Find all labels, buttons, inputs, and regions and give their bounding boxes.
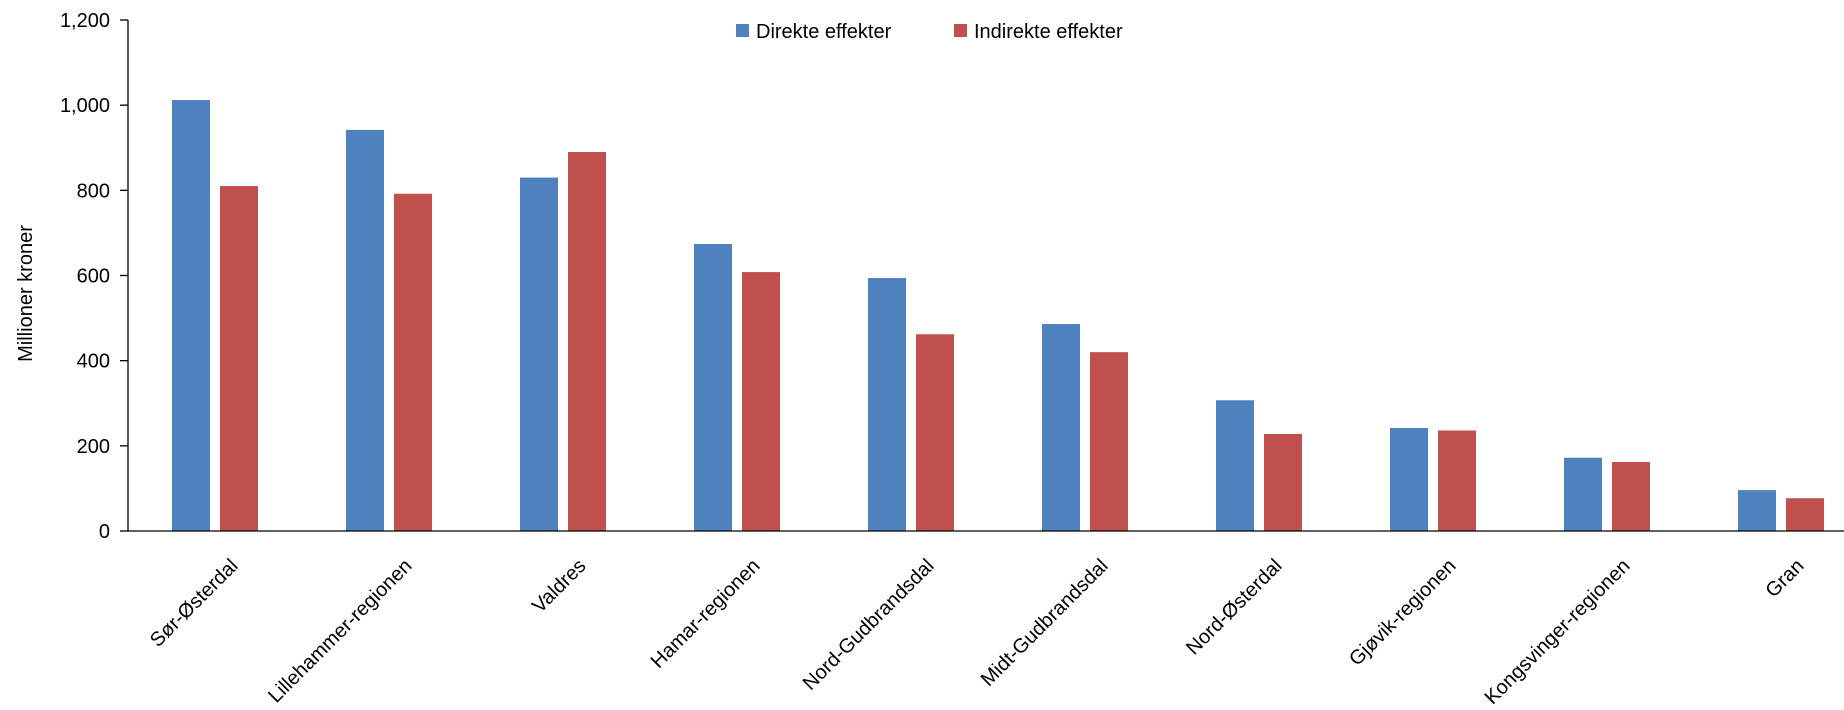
bar-direkte	[172, 100, 210, 531]
x-tick-label: Valdres	[528, 555, 590, 617]
y-tick-label: 400	[77, 351, 110, 373]
bar-group	[1390, 427, 1476, 531]
y-axis: 0 200 400 600 800 1,000 1,200	[60, 10, 129, 543]
bar-group	[520, 152, 606, 531]
legend-label: Direkte effekter	[756, 21, 892, 43]
bar-direkte	[1216, 400, 1254, 531]
legend-item: Indirekte effekter	[954, 21, 1123, 43]
y-axis-title: Millioner kroner	[15, 225, 37, 362]
bar-group	[1564, 457, 1650, 531]
legend: Direkte effekter Indirekte effekter	[736, 21, 1123, 43]
legend-item: Direkte effekter	[736, 21, 892, 43]
bar-indirekte	[1090, 352, 1128, 531]
bar-indirekte	[220, 186, 258, 531]
x-axis: Sør-Østerdal Lillehammer-regionen Valdres H…	[128, 530, 1844, 709]
x-tick-label: Midt-Gudbrandsdal	[977, 555, 1113, 691]
bar-group	[1216, 400, 1302, 531]
bar-direkte	[694, 243, 732, 531]
bar-indirekte	[742, 272, 780, 531]
legend-label: Indirekte effekter	[974, 21, 1123, 43]
bar-indirekte	[916, 334, 954, 531]
x-tick-label: Kongsvinger-regionen	[1481, 555, 1635, 709]
bar-indirekte	[1786, 498, 1824, 531]
legend-swatch	[954, 24, 967, 37]
y-tick-label: 800	[77, 180, 110, 202]
x-tick-label: Nord-Gudbrandsdal	[799, 555, 939, 695]
bar-direkte	[1390, 427, 1428, 531]
y-tick-label: 1,000	[60, 95, 110, 117]
bar-direkte	[520, 177, 558, 531]
bar-direkte	[346, 129, 384, 532]
bar-direkte	[1564, 457, 1602, 531]
bar-indirekte	[1264, 433, 1302, 531]
bars	[172, 100, 1824, 532]
y-tick-label: 1,200	[60, 10, 110, 32]
bar-indirekte	[1612, 462, 1650, 531]
x-tick-label: Sør-Østerdal	[146, 555, 242, 651]
x-tick-label: Hamar-regionen	[647, 555, 765, 673]
bar-group	[1738, 490, 1824, 531]
bar-group	[1042, 324, 1128, 531]
y-tick-label: 200	[77, 436, 110, 458]
bar-group	[172, 100, 258, 531]
bar-group	[868, 278, 954, 531]
bar-indirekte	[568, 152, 606, 531]
x-tick-label: Gran	[1762, 555, 1809, 602]
bar-direkte	[868, 278, 906, 531]
x-tick-label: Nord-Østerdal	[1182, 555, 1286, 659]
y-tick-label: 0	[99, 521, 110, 543]
bar-group	[694, 243, 780, 531]
y-tick-label: 600	[77, 266, 110, 288]
bar-indirekte	[1438, 430, 1476, 531]
x-tick-label: Gjøvik-regionen	[1345, 555, 1460, 670]
bar-direkte	[1042, 324, 1080, 531]
bar-direkte	[1738, 490, 1776, 531]
bar-indirekte	[394, 193, 432, 532]
bar-group	[346, 129, 432, 532]
legend-swatch	[736, 24, 749, 37]
x-tick-label: Lillehammer-regionen	[264, 555, 416, 707]
